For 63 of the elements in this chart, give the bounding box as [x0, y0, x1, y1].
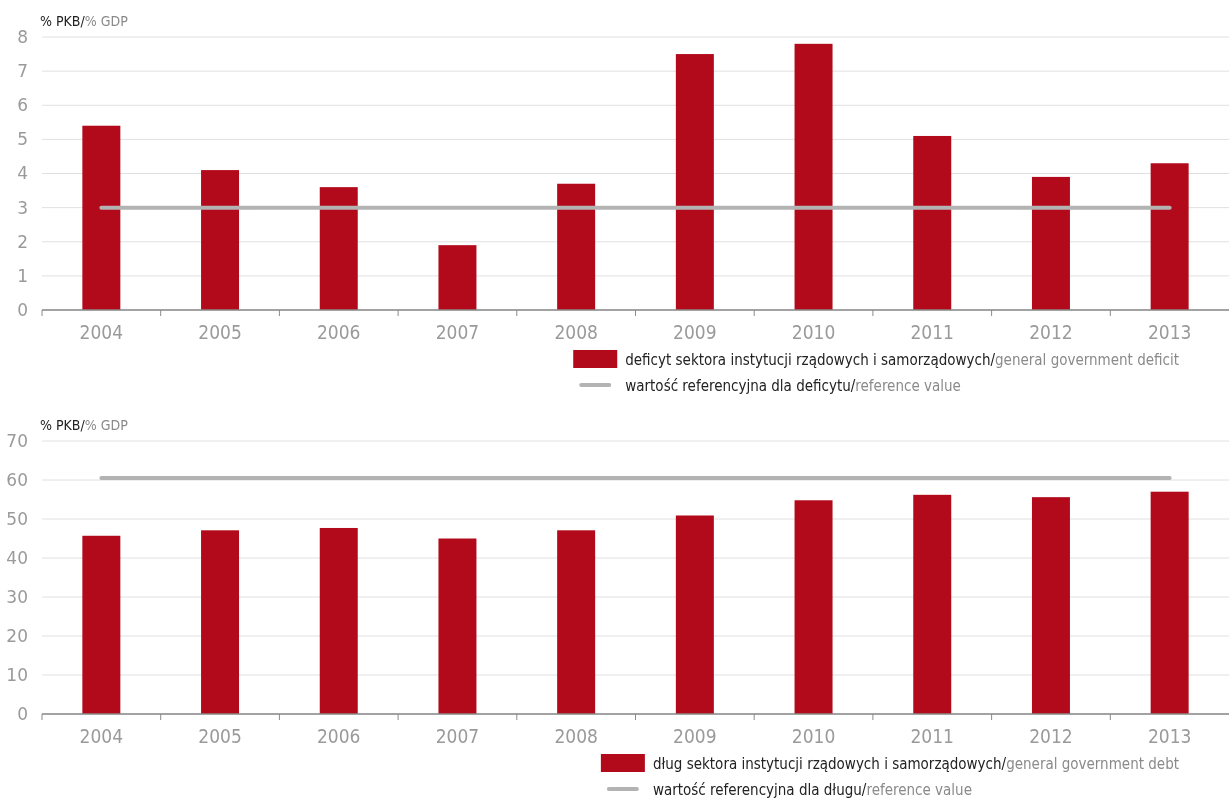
y-tick-label: 50	[6, 508, 28, 529]
bar	[913, 135, 952, 310]
x-tick-label: 2010	[791, 321, 836, 343]
x-tick-label: 2010	[791, 725, 836, 747]
x-tick-label: 2007	[435, 321, 480, 343]
bar	[82, 125, 121, 310]
y-tick-label: 7	[17, 61, 28, 82]
bar	[794, 500, 833, 714]
bar	[557, 183, 596, 310]
x-tick-label: 2004	[79, 725, 124, 747]
y-tick-label: 4	[17, 163, 28, 184]
legend-label: wartość referencyjna dla deficytu/reference value	[625, 377, 961, 395]
x-tick-label: 2006	[317, 725, 361, 747]
x-tick-label: 2012	[1029, 321, 1073, 343]
y-tick-label: 1	[17, 265, 28, 286]
x-tick-label: 2008	[554, 321, 598, 343]
legend-label: deficyt sektora instytucji rządowych i samorządowych/general government deficit	[625, 351, 1179, 369]
bar	[201, 170, 240, 310]
bar	[319, 187, 358, 310]
bar	[438, 245, 477, 310]
bar	[794, 43, 833, 310]
x-tick-label: 2013	[1147, 321, 1192, 343]
x-tick-label: 2013	[1147, 725, 1192, 747]
bar	[319, 527, 358, 714]
x-tick-label: 2009	[673, 725, 717, 747]
x-tick-label: 2011	[910, 725, 954, 747]
y-tick-label: 5	[17, 129, 28, 150]
y-axis-title: % PKB/% GDP	[40, 13, 129, 29]
bar	[1031, 497, 1070, 714]
y-tick-label: 60	[6, 469, 28, 490]
x-tick-label: 2012	[1029, 725, 1073, 747]
x-tick-label: 2006	[317, 321, 361, 343]
legend-label: wartość referencyjna dla długu/reference value	[652, 781, 972, 799]
bar	[82, 535, 121, 714]
y-tick-label: 0	[17, 703, 28, 724]
bar	[438, 538, 477, 714]
x-tick-label: 2008	[554, 725, 598, 747]
bar	[557, 530, 596, 714]
y-tick-label: 3	[17, 197, 28, 218]
y-tick-label: 8	[17, 26, 28, 47]
y-tick-label: 6	[17, 95, 28, 116]
x-tick-label: 2004	[79, 321, 124, 343]
y-tick-label: 0	[17, 299, 28, 320]
x-tick-label: 2005	[198, 321, 242, 343]
bar	[1031, 176, 1070, 310]
bar	[675, 54, 714, 310]
bar	[913, 494, 952, 714]
y-tick-label: 40	[6, 547, 28, 568]
y-tick-label: 20	[6, 625, 28, 646]
x-tick-label: 2005	[198, 725, 242, 747]
x-tick-label: 2009	[673, 321, 717, 343]
y-tick-label: 70	[6, 430, 28, 451]
y-axis-title: % PKB/% GDP	[40, 417, 129, 433]
legend-label: dług sektora instytucji rządowych i samorządowych/general government debt	[652, 755, 1179, 773]
bar	[1150, 491, 1189, 714]
bar	[675, 515, 714, 714]
y-tick-label: 2	[17, 231, 28, 252]
y-tick-label: 30	[6, 586, 28, 607]
bar	[1150, 163, 1189, 310]
x-tick-label: 2011	[910, 321, 954, 343]
y-tick-label: 10	[6, 664, 28, 685]
x-tick-label: 2007	[435, 725, 480, 747]
bar	[201, 530, 240, 714]
